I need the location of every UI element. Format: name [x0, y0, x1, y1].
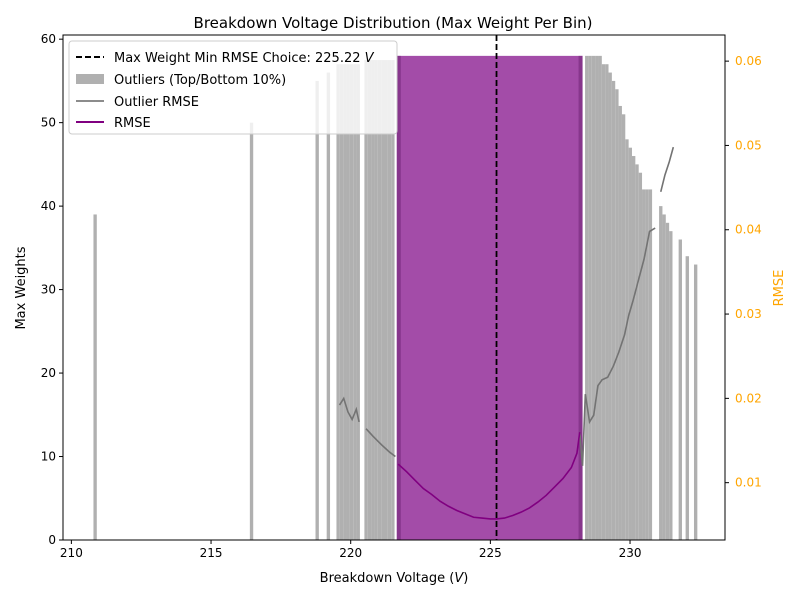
- outlier-bar: [387, 60, 392, 540]
- outlier-bar: [685, 256, 689, 540]
- outlier-bar: [645, 189, 649, 540]
- inlier-bar-edge-left: [396, 55, 401, 540]
- outlier-bar: [638, 172, 643, 540]
- outlier-bar: [339, 64, 344, 540]
- outlier-bar: [611, 80, 616, 540]
- outlier-bar: [381, 60, 385, 540]
- outlier-bar: [662, 214, 666, 540]
- x-axis-label: Breakdown Voltage (V): [320, 571, 469, 586]
- y-tick-label: 50: [41, 116, 56, 130]
- outlier-bar: [377, 60, 382, 540]
- outlier-bar: [618, 105, 622, 541]
- outlier-bar: [648, 189, 653, 540]
- y-axis-ticks: 0 10 20 30 40 50 60: [41, 32, 63, 547]
- right-tick-label: 0.05: [735, 138, 762, 152]
- outlier-rmse-line: [578, 227, 656, 466]
- right-tick-label: 0.02: [735, 391, 762, 405]
- legend-entry-choice: Max Weight Min RMSE Choice: 225.22 V: [114, 51, 375, 66]
- outlier-bar: [605, 64, 609, 540]
- outlier-bar: [384, 60, 388, 540]
- outlier-bar: [595, 55, 599, 540]
- x-tick-label: 215: [200, 546, 223, 560]
- outlier-bar: [665, 222, 670, 540]
- outlier-bar: [631, 156, 636, 540]
- x-axis-ticks: 210 215 220 225 230: [60, 540, 642, 560]
- inlier-bars: [396, 55, 583, 540]
- legend-entry-outliers: Outliers (Top/Bottom 10%): [114, 73, 286, 88]
- outlier-bar: [93, 214, 97, 540]
- y-tick-label: 60: [41, 32, 56, 46]
- y-tick-label: 30: [41, 283, 56, 297]
- right-tick-label: 0.04: [735, 223, 762, 237]
- outlier-bar: [353, 64, 357, 540]
- y-tick-label: 40: [41, 199, 56, 213]
- x-tick-label: 220: [339, 546, 362, 560]
- right-axis-ticks: 0.01 0.02 0.03 0.04 0.05 0.06: [725, 54, 762, 490]
- outlier-bar: [336, 64, 340, 540]
- outlier-bar: [588, 55, 592, 540]
- outlier-rmse-line: [338, 396, 360, 423]
- legend-swatch-outliers: [76, 74, 104, 84]
- outlier-bar: [625, 139, 629, 540]
- right-tick-label: 0.06: [735, 54, 762, 68]
- outlier-bar: [678, 239, 682, 540]
- outlier-bar: [346, 64, 350, 540]
- y-axis-label: Max Weights: [14, 246, 29, 329]
- y-tick-label: 0: [48, 533, 56, 547]
- outlier-bar: [364, 60, 368, 540]
- outlier-bar: [635, 164, 639, 540]
- rmse-line: [397, 431, 581, 520]
- outlier-bar: [669, 231, 673, 540]
- right-axis-label: RMSE: [772, 270, 787, 307]
- outlier-rmse-line: [365, 428, 396, 458]
- outlier-bar: [315, 80, 319, 540]
- y-tick-label: 20: [41, 366, 56, 380]
- lines-group: [338, 35, 675, 540]
- outlier-bar: [591, 55, 596, 540]
- outlier-bar: [356, 64, 360, 540]
- outlier-bar: [621, 114, 626, 541]
- x-tick-label: 225: [479, 546, 502, 560]
- outlier-bar: [326, 72, 331, 540]
- outlier-bar: [659, 206, 663, 540]
- outlier-bar: [391, 60, 395, 540]
- outlier-bar: [601, 64, 606, 540]
- outlier-bar: [367, 60, 372, 540]
- x-tick-label: 230: [619, 546, 642, 560]
- legend-entry-outlier-rmse: Outlier RMSE: [114, 95, 199, 110]
- inlier-bar-edge-right: [578, 55, 583, 540]
- chart-title: Breakdown Voltage Distribution (Max Weig…: [194, 14, 593, 32]
- right-tick-label: 0.03: [735, 307, 762, 321]
- outlier-bar: [374, 60, 378, 540]
- outlier-bar: [249, 122, 254, 541]
- y-tick-label: 10: [41, 450, 56, 464]
- outlier-bar: [585, 55, 589, 540]
- outlier-bar: [628, 147, 632, 540]
- outlier-bar: [349, 64, 354, 540]
- outlier-bar: [598, 55, 602, 540]
- bars-group: [93, 55, 698, 541]
- legend-entry-rmse: RMSE: [114, 116, 151, 131]
- plot-frame: [62, 34, 726, 541]
- legend: Max Weight Min RMSE Choice: 225.22 V Out…: [68, 40, 398, 135]
- outlier-bar: [343, 64, 347, 540]
- outlier-bar: [608, 72, 612, 540]
- outlier-bar: [693, 264, 698, 540]
- right-tick-label: 0.01: [735, 476, 762, 490]
- legend-box: [68, 40, 398, 135]
- outlier-rmse-line: [659, 146, 675, 193]
- outlier-bar: [642, 189, 646, 540]
- x-tick-label: 210: [60, 546, 83, 560]
- outlier-bar: [371, 60, 375, 540]
- outlier-bar: [615, 89, 619, 540]
